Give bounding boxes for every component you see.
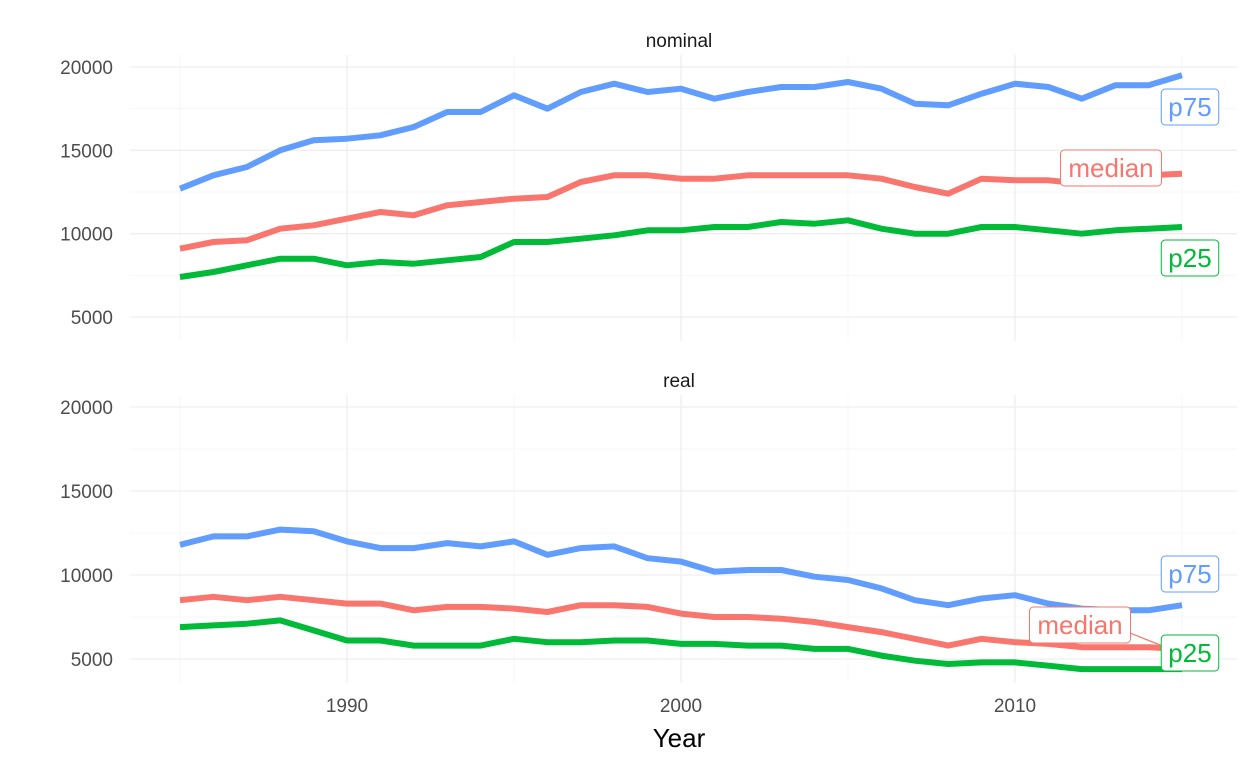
y-tick-label: 20000: [60, 58, 113, 79]
x-tick-label: 2000: [660, 696, 702, 717]
series-label-p25: p25: [1160, 239, 1220, 277]
series-line-p25: [179, 217, 1183, 280]
facet-title: nominal: [646, 31, 713, 52]
series-label-p75: p75: [1160, 88, 1220, 126]
series-label-median: median: [1060, 149, 1162, 187]
y-tick-label: 5000: [71, 650, 113, 671]
series-line-median: [179, 170, 1183, 252]
series-line-p75: [179, 526, 1183, 614]
series-label-text: median: [1037, 610, 1122, 640]
series-line-median: [179, 593, 1183, 652]
y-tick-label: 20000: [60, 398, 113, 419]
series-label-p25: p25: [1160, 634, 1220, 672]
y-tick-label: 15000: [60, 141, 113, 162]
series-label-p75: p75: [1160, 555, 1220, 593]
series-line-p75: [178, 72, 1183, 192]
series-label-box: [1160, 239, 1220, 277]
series-label-box: [1060, 149, 1162, 187]
y-tick-label: 10000: [60, 566, 113, 587]
facet-real: real 5000 10000 15000 20000 p75 median p25: [60, 371, 1237, 683]
series-label-median: median: [1029, 606, 1171, 650]
facet-title: real: [663, 371, 695, 392]
x-axis: 1990 2000 2010: [326, 696, 1036, 717]
series-label-text: median: [1068, 153, 1153, 183]
x-tick-label: 1990: [326, 696, 368, 717]
series-label-box: [1160, 634, 1220, 672]
y-tick-label: 10000: [60, 225, 113, 246]
series-label-text: p75: [1168, 92, 1211, 122]
x-tick-label: 2010: [994, 696, 1036, 717]
series-label-text: p25: [1168, 638, 1211, 668]
facet-panels: nominal5000100001500020000p75medianp25re…: [60, 31, 1237, 717]
series-label-text: p25: [1168, 243, 1211, 273]
series-label-text: p75: [1168, 559, 1211, 589]
y-tick-label: 15000: [60, 482, 113, 503]
series-line-p25: [179, 617, 1182, 673]
series-label-box: [1029, 606, 1131, 644]
y-tick-label: 5000: [71, 308, 113, 329]
facet-nominal: nominal 5000 10000 15000 20000 p75 median p25: [60, 31, 1237, 341]
series-label-box: [1160, 88, 1220, 126]
x-axis-title: Year: [653, 723, 706, 753]
series-label-box: [1160, 555, 1220, 593]
